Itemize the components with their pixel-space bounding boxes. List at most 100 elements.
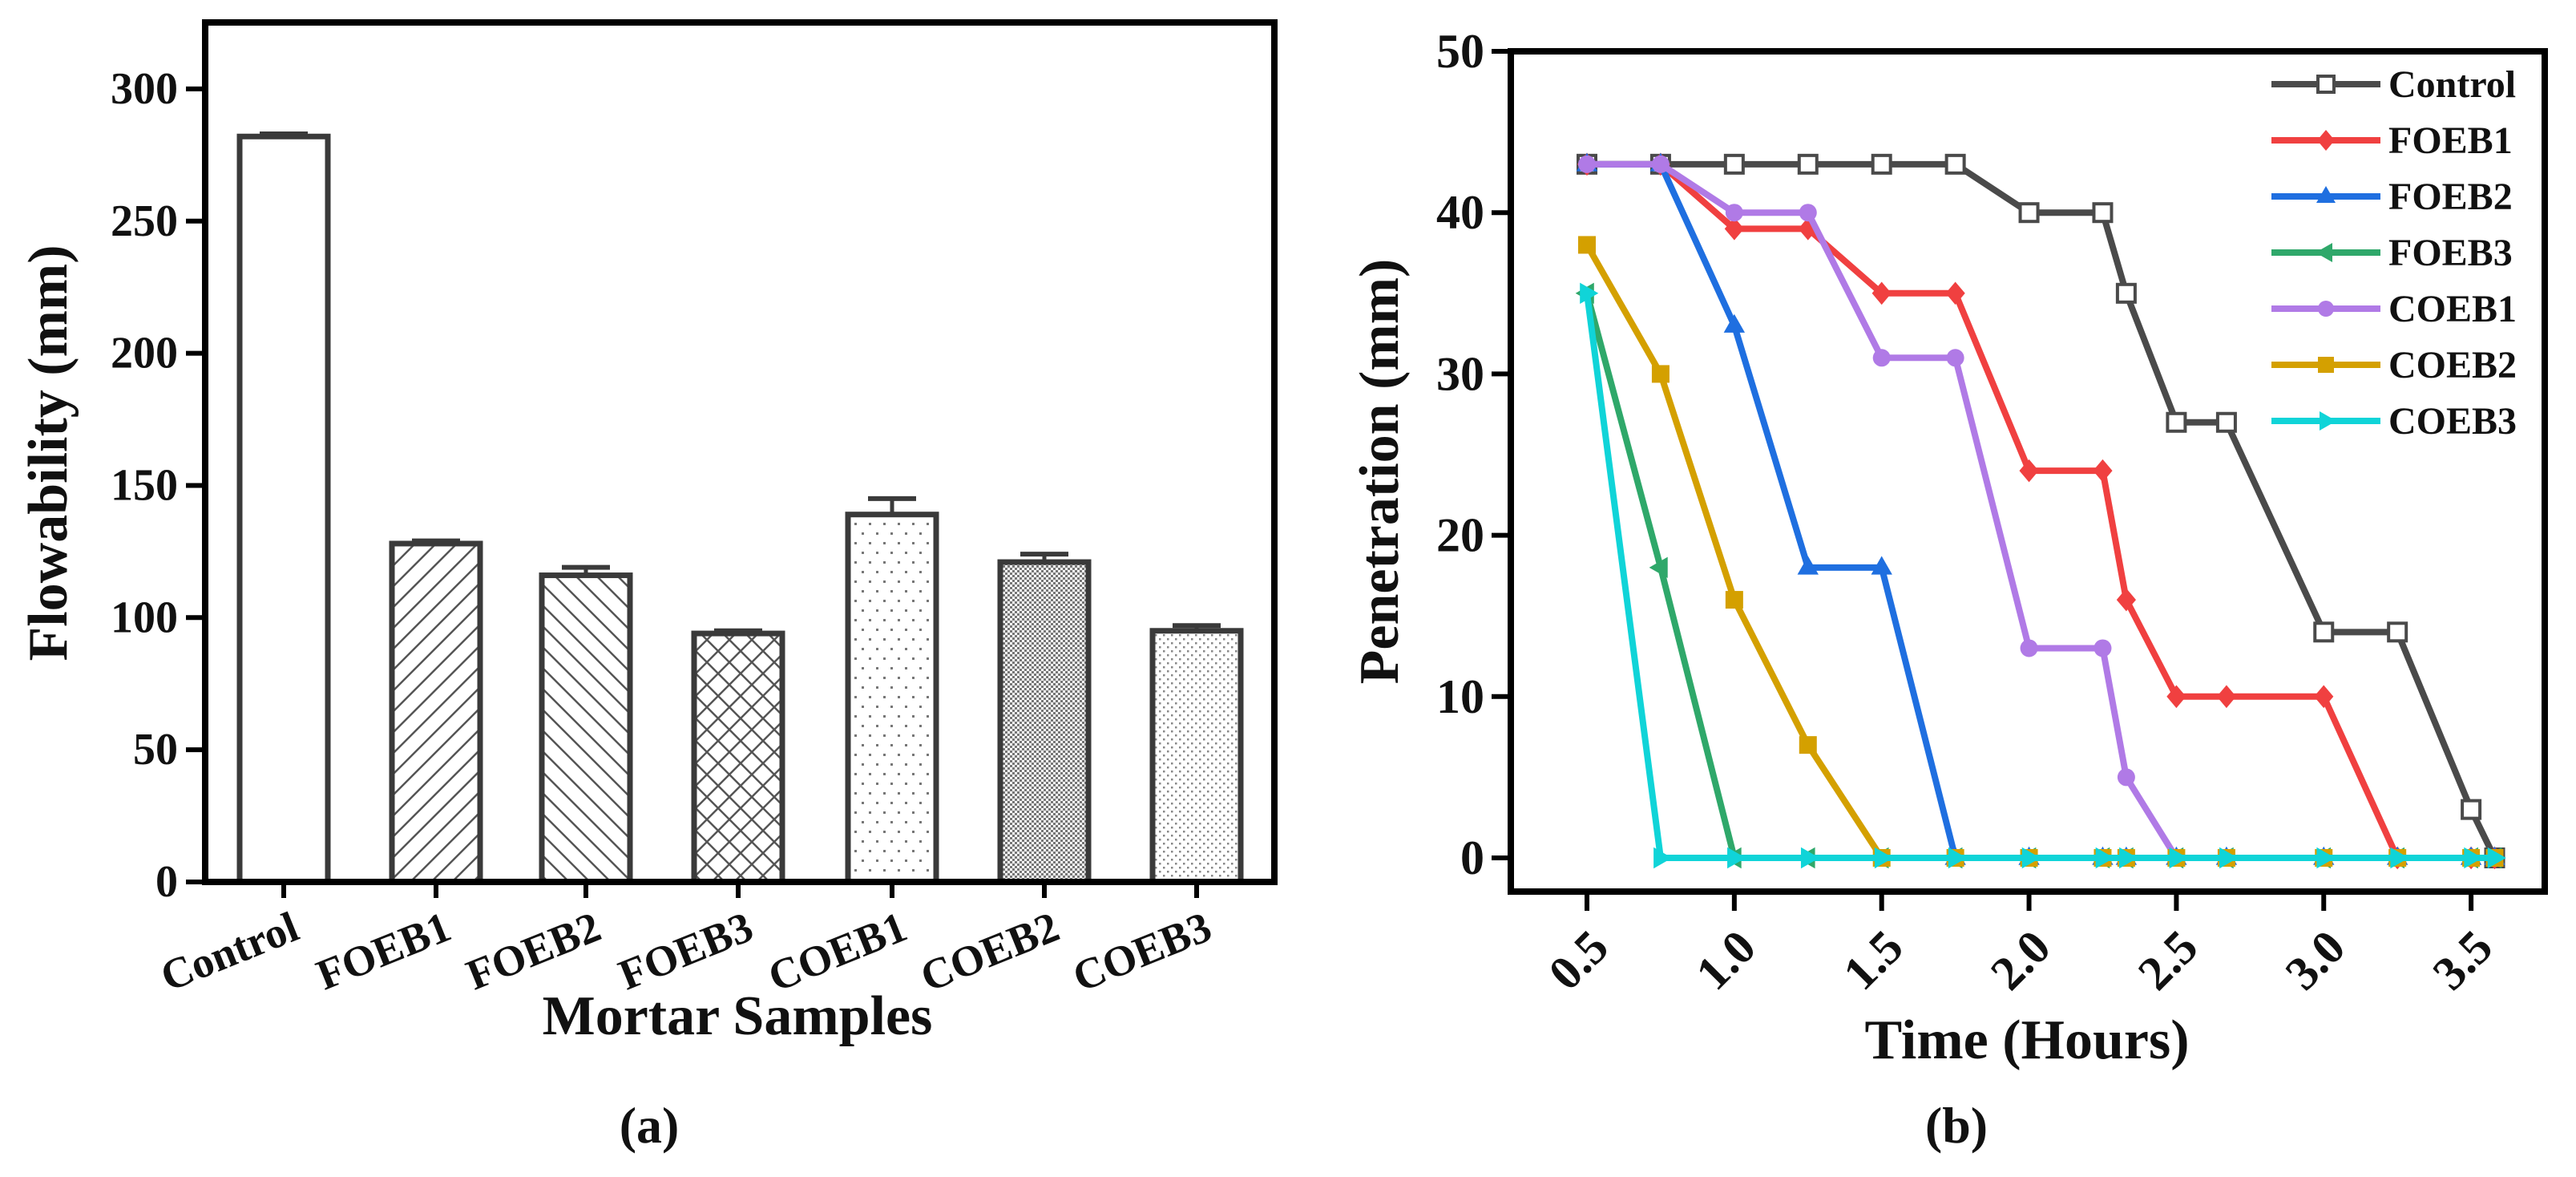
data-point	[1948, 847, 1967, 869]
legend: Control FOEB1 FOEB2 FOEB3 COEB1 COEB2 COEB3	[2271, 63, 2517, 443]
x-axis-title: Time (Hours)	[1864, 1009, 2189, 1071]
data-point	[1725, 591, 1743, 609]
legend-label: COEB3	[2388, 400, 2517, 443]
data-point	[1872, 349, 1891, 367]
data-point	[2390, 847, 2409, 869]
data-point	[2219, 847, 2239, 869]
data-point	[1725, 204, 1743, 222]
data-point	[1578, 155, 1596, 173]
plot-frame	[202, 19, 1278, 885]
x-tick-label: 2.5	[2128, 920, 2208, 1001]
bar-coeb1	[845, 512, 939, 885]
data-point	[1946, 349, 1964, 367]
y-tick-label: 250	[111, 196, 178, 246]
plot-frame	[1508, 48, 2548, 895]
data-point	[2117, 768, 2135, 787]
data-point	[1800, 847, 1820, 869]
legend-item-control: Control	[2271, 63, 2516, 106]
y-tick-label: 150	[111, 460, 178, 510]
data-point	[1724, 217, 1744, 241]
legend-item-coeb2: COEB2	[2271, 344, 2517, 386]
data-point	[2019, 459, 2039, 483]
data-point	[2092, 202, 2114, 224]
data-point	[1649, 556, 1668, 579]
x-tick-label: 0.5	[1538, 920, 1618, 1001]
legend-label: FOEB2	[2388, 176, 2513, 218]
x-tick-label: 3.5	[2423, 920, 2503, 1001]
x-tick-label: FOEB1	[310, 902, 458, 999]
bar-coeb2	[997, 559, 1092, 885]
data-point	[1580, 282, 1599, 304]
x-tick-label: Control	[154, 902, 305, 1001]
data-point	[2095, 847, 2114, 869]
series-foeb2	[1576, 152, 2505, 865]
data-point	[2464, 847, 2483, 869]
series-line	[1587, 160, 2495, 861]
y-tick-label: 40	[1436, 186, 1484, 239]
legend-marker	[2316, 243, 2332, 262]
series-foeb1	[1577, 152, 2505, 870]
data-point	[2115, 282, 2137, 304]
data-point	[1944, 153, 1966, 175]
data-point	[1871, 281, 1892, 305]
data-point	[1945, 281, 1965, 305]
line-chart-penetration: 0 10 20 30 40 50 0.5 1.0 1.5 2.0 2.5 3.0 3.5 Contro…	[1349, 25, 2548, 1154]
data-point	[1727, 847, 1746, 869]
data-point	[1651, 155, 1670, 173]
y-tick-label: 300	[111, 64, 178, 114]
series-control	[1577, 153, 2505, 868]
data-point	[1797, 153, 1819, 175]
legend-item-foeb2: FOEB2	[2271, 176, 2513, 218]
x-tick-label: COEB2	[914, 902, 1065, 1001]
legend-label: Control	[2388, 63, 2516, 106]
x-axis-title: Mortar Samples	[543, 985, 933, 1047]
data-point	[2119, 847, 2138, 869]
data-point	[1799, 736, 1817, 754]
series-line	[1587, 160, 2495, 861]
legend-label: COEB1	[2388, 288, 2517, 330]
panel-label-a: (a)	[620, 1097, 680, 1154]
data-point	[2094, 639, 2112, 657]
data-point	[2021, 847, 2041, 869]
data-point	[2166, 685, 2186, 709]
y-tick-label: 50	[133, 725, 178, 775]
data-point	[1651, 365, 1670, 383]
x-tick-label: COEB3	[1066, 902, 1217, 1001]
legend-marker	[2318, 357, 2334, 373]
bar-control	[236, 133, 331, 885]
y-axis-ticks: 0 50 100 150 200 250 300	[111, 64, 205, 907]
data-point	[1874, 847, 1893, 869]
bar-foeb3	[691, 630, 785, 885]
legend-marker	[2316, 75, 2336, 94]
x-tick-label: 1.5	[1833, 920, 1913, 1001]
data-point	[2166, 411, 2187, 433]
bar-chart-flowability: 0 50 100 150 200 250 300 Control FOEB1 FOEB2 FOEB…	[18, 19, 1278, 1154]
bars	[236, 131, 1244, 885]
data-point	[1871, 556, 1892, 575]
data-point	[2116, 588, 2136, 612]
legend-marker	[2320, 411, 2336, 431]
x-tick-label: 3.0	[2275, 920, 2356, 1001]
data-point	[2314, 685, 2334, 709]
legend-item-foeb3: FOEB3	[2271, 232, 2513, 274]
bar-coeb3	[1149, 628, 1244, 885]
y-axis-ticks: 0 10 20 30 40 50	[1436, 25, 1511, 884]
data-point	[2316, 847, 2336, 869]
legend-marker	[2316, 186, 2336, 203]
bar-foeb2	[539, 572, 633, 885]
legend-item-foeb1: FOEB1	[2271, 119, 2513, 162]
data-point	[1798, 217, 1818, 241]
data-point	[2313, 621, 2335, 643]
x-axis-ticks: Control FOEB1 FOEB2 FOEB3 COEB1 COEB2 COEB3	[154, 882, 1217, 1001]
y-tick-label: 200	[111, 329, 178, 378]
data-point	[2487, 847, 2506, 869]
y-axis-title: Penetration (mm)	[1349, 259, 1411, 685]
y-tick-label: 0	[1460, 831, 1484, 884]
legend-marker	[2318, 301, 2334, 317]
data-point	[1797, 556, 1819, 575]
data-point	[1578, 236, 1596, 254]
y-tick-label: 10	[1436, 670, 1484, 723]
data-point	[2018, 202, 2040, 224]
